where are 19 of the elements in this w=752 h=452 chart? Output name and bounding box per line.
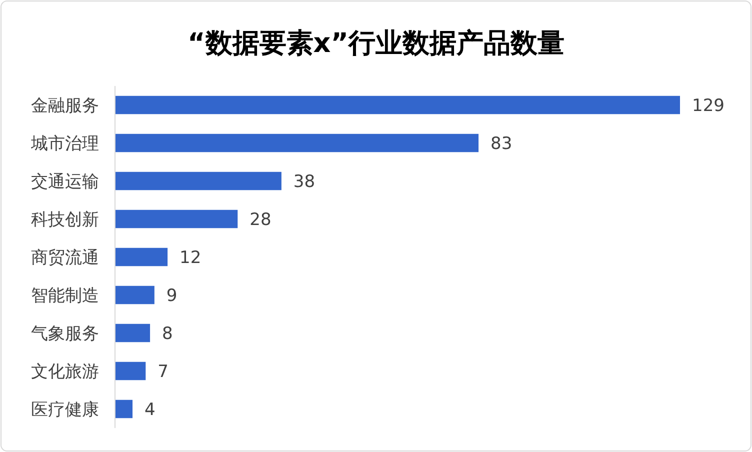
y-tick-label: 城市治理 bbox=[30, 134, 99, 154]
data-label: 4 bbox=[144, 400, 156, 420]
y-tick-label: 医疗健康 bbox=[31, 400, 99, 420]
y-tick-label: 金融服务 bbox=[31, 96, 99, 116]
y-tick-label: 交通运输 bbox=[31, 172, 99, 192]
y-tick-label: 文化旅游 bbox=[31, 362, 99, 382]
y-tick-label: 智能制造 bbox=[31, 286, 99, 306]
data-label: 8 bbox=[162, 324, 173, 344]
y-tick-label: 商贸流通 bbox=[31, 248, 99, 268]
data-label: 12 bbox=[180, 248, 202, 268]
y-tick-label: 气象服务 bbox=[31, 324, 99, 344]
data-label: 7 bbox=[158, 362, 168, 382]
data-label: 9 bbox=[166, 286, 178, 306]
data-label: 83 bbox=[490, 134, 512, 154]
chart-title: “数据要素x”行业数据产品数量 bbox=[188, 28, 564, 59]
data-label: 129 bbox=[692, 96, 724, 116]
data-label: 38 bbox=[293, 172, 316, 192]
data-label: 28 bbox=[250, 210, 272, 230]
y-tick-label: 科技创新 bbox=[31, 210, 99, 230]
